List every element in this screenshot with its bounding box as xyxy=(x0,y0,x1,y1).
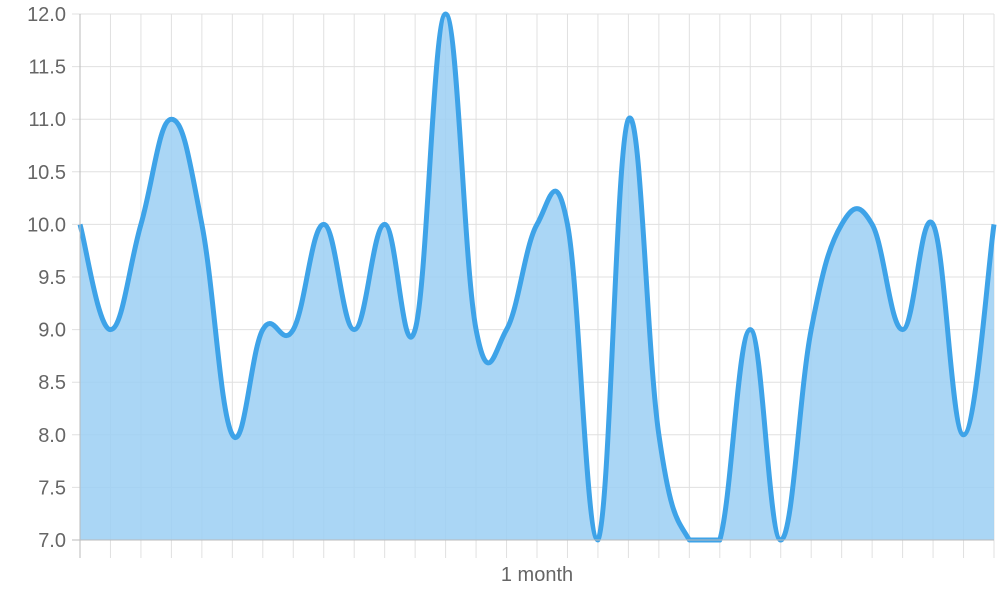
y-tick-label: 10.5 xyxy=(27,162,66,184)
x-axis-ticks: 1 month xyxy=(501,564,573,586)
y-tick-label: 7.5 xyxy=(38,477,66,499)
y-tick-label: 8.5 xyxy=(38,372,66,394)
y-tick-label: 10.0 xyxy=(27,214,66,236)
y-tick-label: 8.0 xyxy=(38,425,66,447)
y-tick-label: 7.0 xyxy=(38,530,66,552)
y-tick-label: 9.5 xyxy=(38,267,66,289)
series-line xyxy=(77,11,997,543)
y-tick-label: 9.0 xyxy=(38,320,66,342)
y-tick-label: 11.5 xyxy=(29,57,66,79)
y-tick-label: 12.0 xyxy=(27,4,66,26)
x-tick-label: 1 month xyxy=(501,564,573,586)
axes xyxy=(72,14,994,558)
y-axis-ticks: 7.0 7.5 8.0 8.5 9.0 9.5 10.0 10.5 11.0 11.5 12.0 xyxy=(27,4,66,552)
y-tick-label: 11.0 xyxy=(29,109,66,131)
area-fill xyxy=(80,14,994,540)
